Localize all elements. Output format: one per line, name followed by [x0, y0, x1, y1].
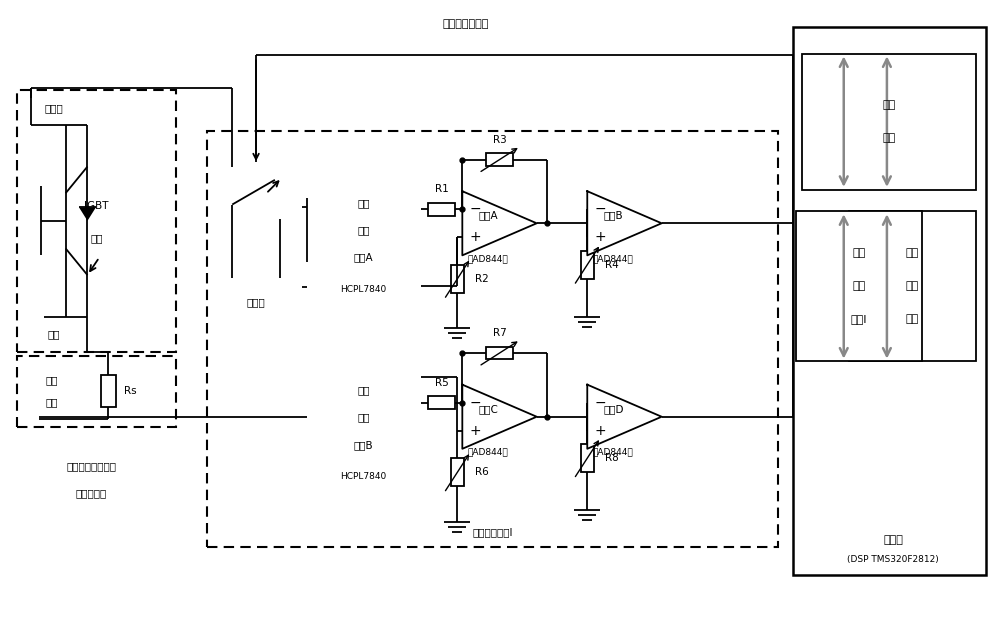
- Bar: [802, 54, 976, 189]
- Text: R3: R3: [493, 135, 506, 145]
- Text: −: −: [469, 202, 481, 216]
- Bar: [307, 346, 421, 506]
- Text: 运放A: 运放A: [479, 211, 498, 221]
- Text: （AD844）: （AD844）: [468, 254, 509, 263]
- Text: 光电: 光电: [357, 198, 370, 208]
- Text: Rs: Rs: [124, 386, 136, 396]
- Text: R7: R7: [493, 328, 506, 339]
- Bar: [428, 396, 455, 409]
- Text: R4: R4: [605, 260, 619, 269]
- Text: R1: R1: [435, 184, 448, 195]
- Text: 单元B: 单元B: [354, 440, 373, 450]
- Text: （AD844）: （AD844）: [468, 447, 509, 456]
- Bar: [486, 347, 513, 360]
- Bar: [849, 211, 976, 362]
- Text: 模块: 模块: [906, 314, 919, 324]
- Text: （AD844）: （AD844）: [593, 447, 634, 456]
- Text: 集射极间电压和电: 集射极间电压和电: [66, 461, 116, 471]
- Text: IGBT: IGBT: [84, 201, 109, 211]
- Bar: [210, 162, 302, 322]
- Text: 单元A: 单元A: [354, 252, 373, 262]
- Polygon shape: [462, 385, 537, 449]
- Text: 隔离: 隔离: [357, 225, 370, 235]
- Text: 运放C: 运放C: [478, 404, 498, 414]
- Bar: [101, 375, 116, 407]
- Text: R2: R2: [475, 274, 489, 284]
- Text: 信号调理电路I: 信号调理电路I: [472, 527, 513, 537]
- Text: （AD844）: （AD844）: [593, 254, 634, 263]
- Bar: [451, 458, 464, 486]
- Text: 光电: 光电: [357, 385, 370, 396]
- Text: 射极: 射极: [48, 329, 60, 339]
- Text: 电阻: 电阻: [46, 397, 58, 407]
- Text: R8: R8: [605, 453, 619, 463]
- Polygon shape: [587, 385, 662, 449]
- Bar: [451, 265, 464, 292]
- Bar: [486, 153, 513, 166]
- Text: 转换: 转换: [852, 282, 866, 291]
- Text: 数据: 数据: [883, 100, 896, 110]
- Bar: [207, 131, 778, 547]
- Text: −: −: [594, 202, 606, 216]
- Text: +: +: [594, 230, 606, 244]
- Bar: [428, 203, 455, 216]
- Text: 运放D: 运放D: [603, 404, 624, 414]
- Text: −: −: [469, 396, 481, 410]
- Text: +: +: [469, 424, 481, 438]
- Bar: [796, 211, 922, 362]
- Text: (DSP TMS320F2812): (DSP TMS320F2812): [847, 556, 939, 564]
- Polygon shape: [587, 191, 662, 255]
- Bar: [581, 251, 594, 278]
- Text: HCPL7840: HCPL7840: [341, 285, 387, 294]
- Text: R5: R5: [435, 378, 448, 388]
- Text: +: +: [469, 230, 481, 244]
- Text: 模块I: 模块I: [851, 314, 867, 324]
- Polygon shape: [462, 191, 537, 255]
- Text: 模数: 模数: [852, 248, 866, 259]
- Text: 取样: 取样: [46, 376, 58, 385]
- Text: 诊断: 诊断: [906, 282, 919, 291]
- Polygon shape: [79, 207, 96, 221]
- Text: HCPL7840: HCPL7840: [341, 472, 387, 481]
- Text: 流监测电路: 流监测电路: [76, 488, 107, 498]
- Text: 运放B: 运放B: [603, 211, 623, 221]
- Text: 集电极: 集电极: [44, 103, 63, 113]
- Text: 隔离: 隔离: [357, 413, 370, 422]
- Bar: [581, 444, 594, 472]
- Text: +: +: [594, 424, 606, 438]
- Text: 继电器控制信号: 继电器控制信号: [442, 19, 488, 29]
- Text: 模块: 模块: [90, 234, 103, 244]
- Text: 接口: 接口: [883, 133, 896, 143]
- Bar: [17, 356, 176, 427]
- Text: 继电器: 继电器: [247, 297, 265, 307]
- Text: 故障: 故障: [906, 248, 919, 259]
- Bar: [793, 27, 986, 575]
- Text: 控制器: 控制器: [883, 535, 903, 545]
- Text: R6: R6: [475, 467, 489, 477]
- Bar: [17, 90, 176, 351]
- Text: −: −: [594, 396, 606, 410]
- Bar: [307, 158, 421, 318]
